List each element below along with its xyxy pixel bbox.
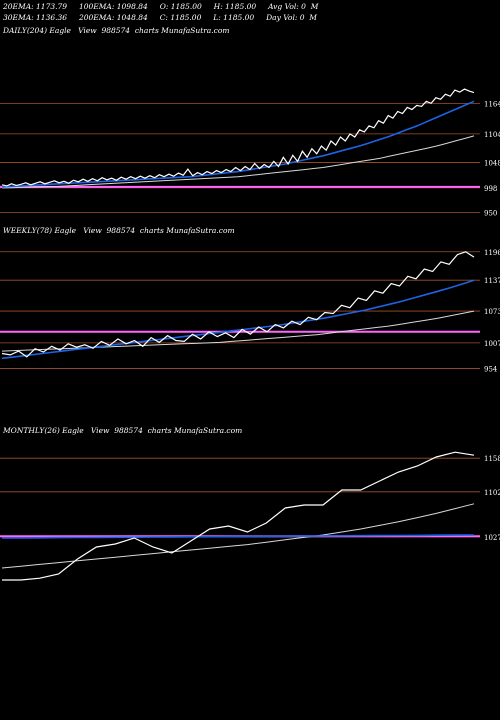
level-label: 954 <box>484 365 498 373</box>
level-label: 1137 <box>484 277 500 285</box>
header-line-1: 20EMA: 1173.79 100EMA: 1098.84 O: 1185.0… <box>3 2 319 11</box>
ema-fast-line <box>1 534 475 539</box>
ema-slow-line <box>1 503 475 569</box>
level-label: 1102 <box>484 489 500 497</box>
price-line <box>2 451 475 581</box>
level-label: 1158 <box>484 455 500 463</box>
level-label: 1048 <box>484 159 500 167</box>
daily-chart: 1164 1104 1048 998 950 <box>0 88 500 217</box>
ema-slow-line <box>1 135 475 189</box>
level-label: 1164 <box>484 100 500 108</box>
daily-chart-title: DAILY(204) Eagle View 988574 charts Muna… <box>3 26 230 35</box>
ema-fast-line <box>1 279 475 360</box>
level-label: 998 <box>484 185 497 193</box>
weekly-chart-title: WEEKLY(78) Eagle View 988574 charts Muna… <box>3 226 235 235</box>
weekly-chart: 1196 1137 1073 1007 954 <box>0 249 500 373</box>
level-label: 1196 <box>484 249 500 257</box>
header-line-2: 30EMA: 1136.36 200EMA: 1048.84 C: 1185.0… <box>3 13 317 22</box>
level-label: 1073 <box>484 308 500 316</box>
price-line <box>1 251 475 358</box>
ema-fast-line <box>1 100 475 188</box>
level-label: 1104 <box>484 131 500 139</box>
level-label: 1027 <box>484 534 500 542</box>
price-line <box>1 88 475 187</box>
level-label: 1007 <box>484 340 500 348</box>
monthly-chart-title: MONTHLY(26) Eagle View 988574 charts Mun… <box>3 426 243 435</box>
level-label: 950 <box>484 209 497 217</box>
monthly-chart: 1158 1102 1027 <box>0 451 500 581</box>
ema-slow-line <box>1 310 475 352</box>
